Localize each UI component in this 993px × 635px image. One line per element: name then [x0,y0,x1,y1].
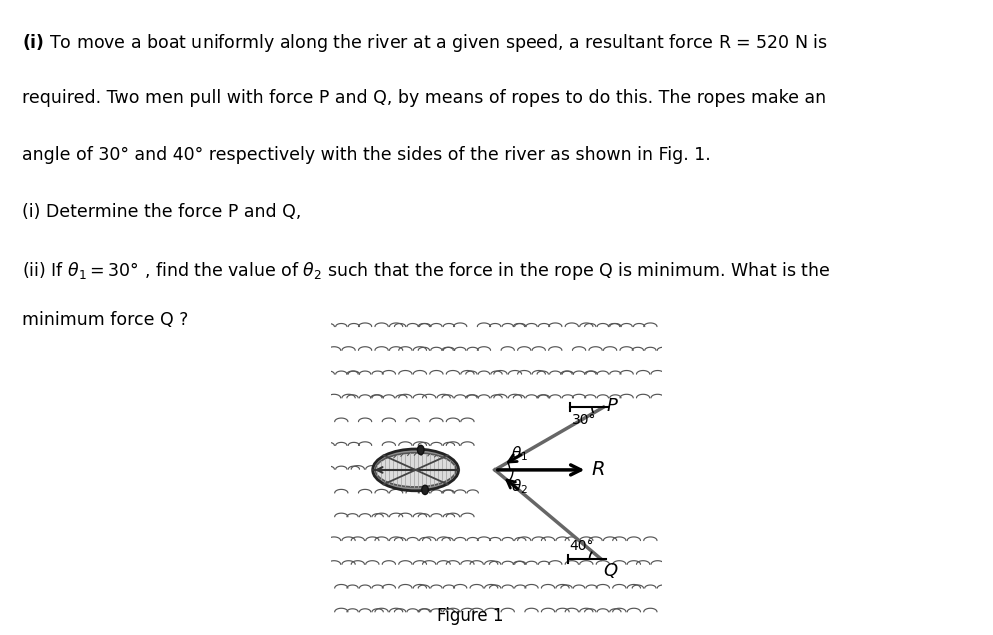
Ellipse shape [375,453,456,487]
Text: $\theta_1$: $\theta_1$ [510,444,527,463]
Text: Q: Q [604,562,618,580]
Text: Figure 1: Figure 1 [437,607,503,625]
Text: 30°: 30° [571,413,596,427]
Text: $\bf{(i)}$ To move a boat uniformly along the river at a given speed, a resultan: $\bf{(i)}$ To move a boat uniformly alon… [22,32,828,54]
Text: (i) Determine the force P and Q,: (i) Determine the force P and Q, [22,203,301,221]
Text: R: R [591,460,605,479]
Ellipse shape [417,445,424,455]
Ellipse shape [422,485,428,495]
Text: angle of 30° and 40° respectively with the sides of the river as shown in Fig. 1: angle of 30° and 40° respectively with t… [22,146,711,164]
Text: minimum force Q ?: minimum force Q ? [22,311,189,329]
Text: P: P [606,396,617,415]
Text: required. Two men pull with force P and Q, by means of ropes to do this. The rop: required. Two men pull with force P and … [22,89,826,107]
Text: $\theta_2$: $\theta_2$ [510,477,527,496]
Text: (ii) If $\theta_1 = 30°$ , find the value of $\theta_2$ such that the force in t: (ii) If $\theta_1 = 30°$ , find the valu… [22,260,830,283]
Ellipse shape [372,449,459,491]
Text: 40°: 40° [569,539,594,553]
